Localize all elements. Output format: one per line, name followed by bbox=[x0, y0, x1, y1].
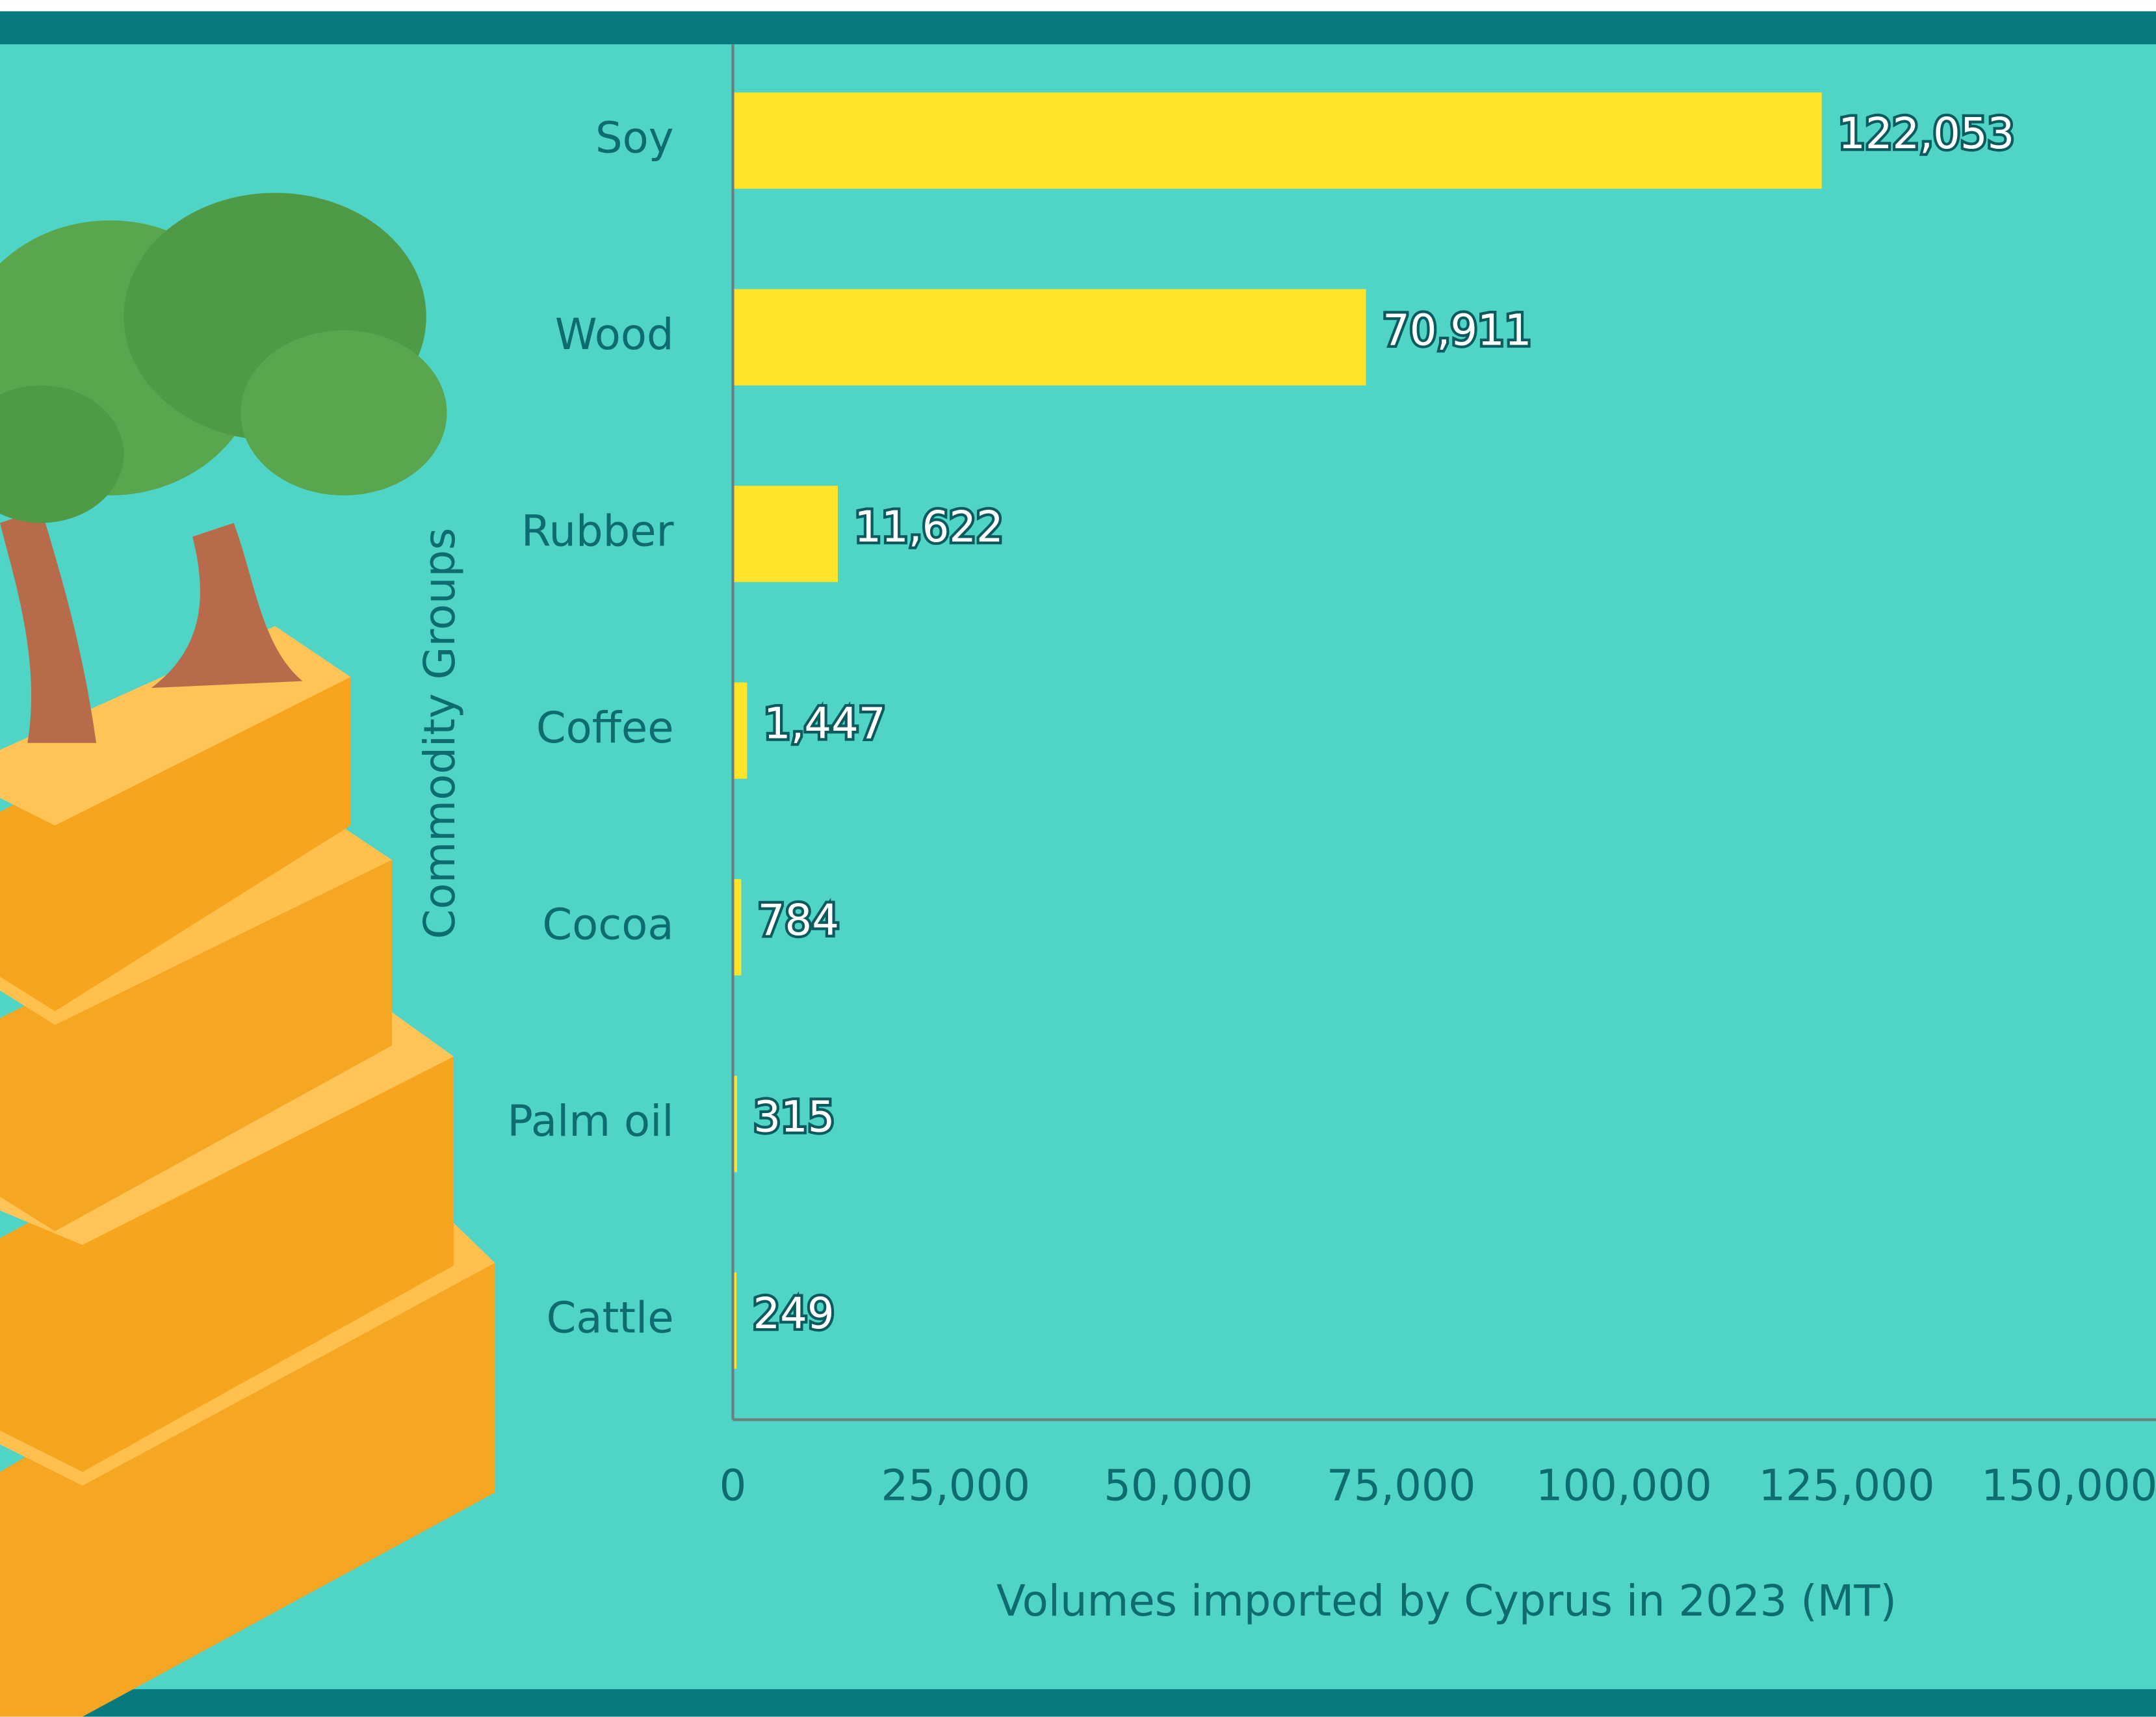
value-label: 249 bbox=[753, 1289, 834, 1339]
x-tick-label: 125,000 bbox=[1758, 1461, 1934, 1510]
bar bbox=[734, 1075, 737, 1172]
x-tick-label: 150,000 bbox=[1981, 1461, 2156, 1510]
y-tick-label: Cattle bbox=[547, 1293, 674, 1343]
bar bbox=[734, 486, 838, 583]
x-axis-title: Volumes imported by Cyprus in 2023 (MT) bbox=[996, 1577, 1897, 1626]
x-tick-label: 100,000 bbox=[1536, 1461, 1712, 1510]
y-tick-label: Rubber bbox=[521, 506, 674, 556]
value-label: 1,447 bbox=[764, 699, 886, 748]
y-axis-title: Commodity Groups bbox=[415, 528, 465, 939]
value-label: 122,053 bbox=[1838, 109, 2014, 159]
bar bbox=[734, 289, 1366, 386]
x-tick-label: 50,000 bbox=[1104, 1461, 1253, 1510]
value-label: 315 bbox=[753, 1092, 835, 1142]
bar bbox=[734, 92, 1822, 189]
y-tick-label: Coffee bbox=[536, 703, 674, 753]
y-tick-label: Palm oil bbox=[507, 1097, 673, 1146]
bar bbox=[734, 682, 747, 779]
top-band bbox=[0, 11, 2156, 45]
y-tick-label: Soy bbox=[595, 113, 674, 163]
x-tick-label: 25,000 bbox=[881, 1461, 1030, 1510]
y-tick-label: Wood bbox=[555, 310, 674, 360]
illustration bbox=[0, 192, 495, 1717]
bar bbox=[734, 879, 742, 976]
y-tick-label: Cocoa bbox=[542, 900, 673, 949]
bar bbox=[734, 1272, 737, 1369]
top-margin bbox=[0, 0, 2156, 12]
x-tick-label: 0 bbox=[720, 1461, 747, 1510]
bottom-band bbox=[0, 1689, 2156, 1717]
value-label: 70,911 bbox=[1383, 306, 1531, 355]
value-label: 784 bbox=[758, 896, 839, 945]
value-label: 11,622 bbox=[854, 503, 1003, 552]
x-tick-label: 75,000 bbox=[1327, 1461, 1475, 1510]
